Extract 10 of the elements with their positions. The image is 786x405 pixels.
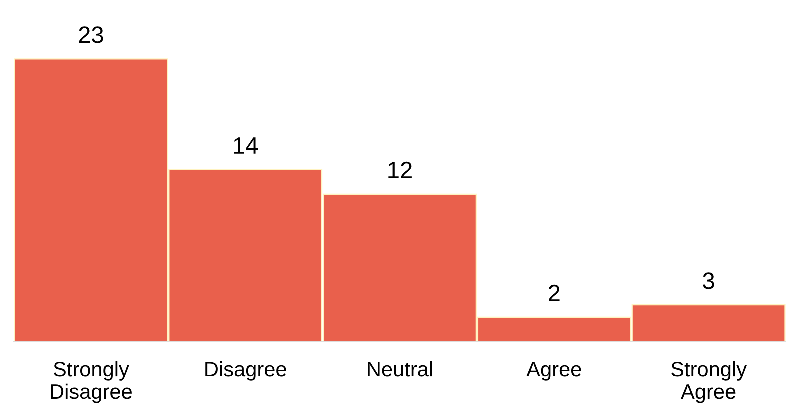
x-tick-label: Agree: [526, 362, 582, 381]
data-label: 2: [549, 284, 560, 302]
x-tick-label: Neutral: [368, 361, 432, 377]
data-label: 3: [703, 272, 714, 290]
data-label: 14: [234, 138, 258, 154]
x-tick-label: Disagree: [206, 361, 286, 381]
data-label: 12: [388, 162, 412, 178]
x-tick-label: Strongly Agree: [672, 361, 747, 404]
x-tick-label: Strongly Disagree: [51, 361, 132, 404]
data-label: 23: [79, 26, 104, 44]
